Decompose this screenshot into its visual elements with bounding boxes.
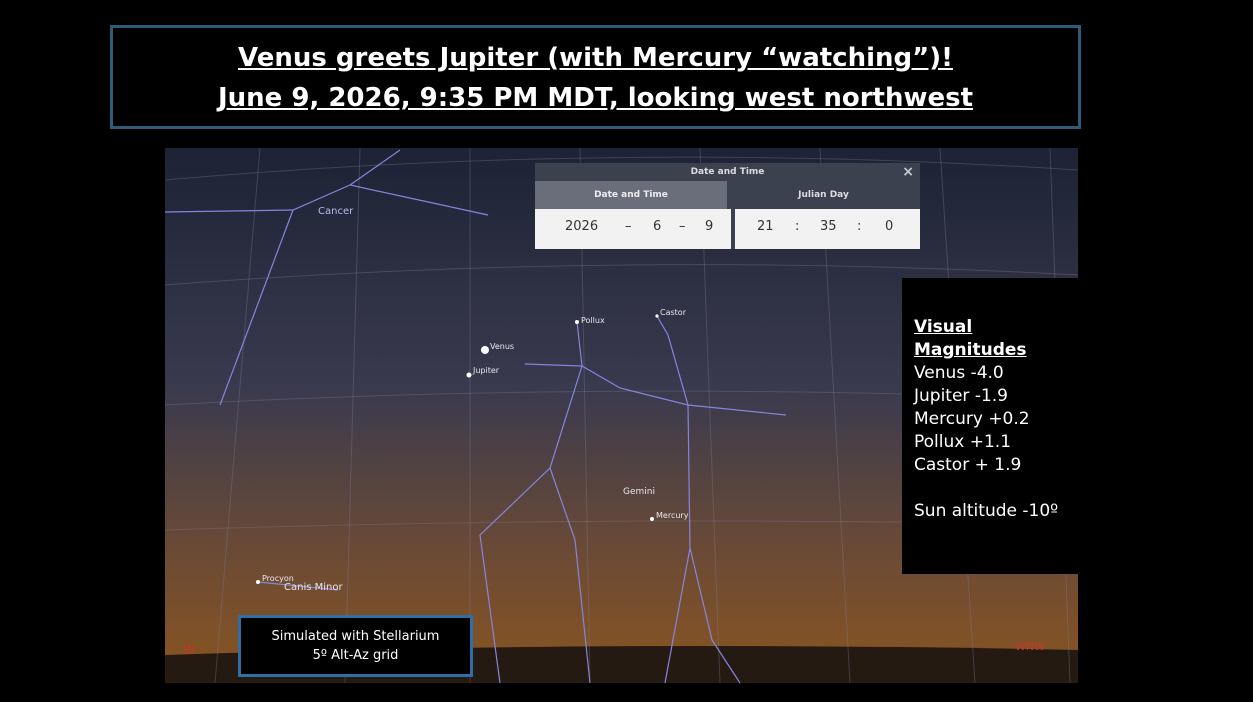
dialog-title-text: Date and Time — [691, 167, 765, 177]
magnitudes-heading: Visual Magnitudes — [914, 316, 1078, 362]
day-field[interactable]: 9 — [705, 219, 713, 234]
dialog-title: Date and Time × — [535, 163, 920, 181]
planet-label: Mercury — [656, 511, 689, 520]
separator: : — [857, 219, 861, 234]
sun-altitude: Sun altitude -10º — [914, 500, 1078, 523]
separator: – — [625, 219, 632, 234]
separator: : — [795, 219, 799, 234]
cardinal-label: WNW — [1015, 640, 1045, 653]
constellation-label: Cancer — [318, 206, 354, 217]
constellation-label: Canis Minor — [284, 582, 343, 593]
month-field[interactable]: 6 — [653, 219, 661, 234]
magnitude-line: Venus -4.0 — [914, 362, 1078, 385]
date-time-dialog: Date and Time× Date and Time Julian Day … — [535, 163, 920, 249]
divider — [731, 209, 735, 249]
tab[interactable]: Date and Time — [535, 181, 727, 209]
magnitude-line: Mercury +0.2 — [914, 408, 1078, 431]
note-line: Simulated with Stellarium — [241, 627, 470, 646]
note-box: Simulated with Stellarium 5º Alt-Az grid — [238, 615, 473, 677]
hour-field[interactable]: 21 — [757, 219, 774, 234]
magnitude-line: Castor + 1.9 — [914, 454, 1078, 477]
second-field[interactable]: 0 — [885, 219, 893, 234]
slide: Venus greets Jupiter (with Mercury “watc… — [0, 0, 1253, 702]
planet-label: Jupiter — [472, 366, 500, 375]
minute-field[interactable]: 35 — [820, 219, 837, 234]
year-field[interactable]: 2026 — [565, 219, 598, 234]
tab[interactable]: Julian Day — [727, 181, 920, 209]
magnitude-line: Jupiter -1.9 — [914, 385, 1078, 408]
planet-label: Venus — [490, 342, 514, 351]
star-label: Pollux — [581, 316, 605, 325]
separator: – — [679, 219, 686, 234]
close-button[interactable]: × — [902, 163, 914, 181]
constellation-label: Gemini — [623, 487, 655, 497]
cardinal-label: W — [183, 643, 195, 657]
note-line: 5º Alt-Az grid — [241, 646, 470, 665]
magnitude-line: Pollux +1.1 — [914, 431, 1078, 454]
star-label: Castor — [660, 308, 687, 317]
